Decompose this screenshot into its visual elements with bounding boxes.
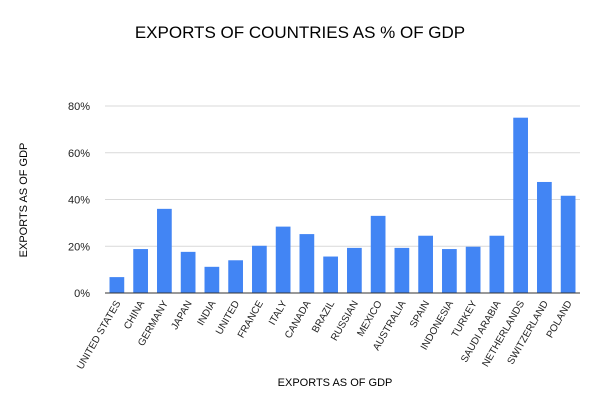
gridlines	[105, 105, 580, 247]
y-axis-label: EXPORTS AS OF GDP	[18, 143, 30, 258]
x-tick-label: JAPAN	[169, 299, 194, 332]
bar-italy	[275, 226, 291, 293]
bar-spain	[418, 235, 433, 293]
y-tick-label: 40%	[68, 195, 90, 207]
x-tick-label: INDIA	[196, 299, 219, 328]
y-axis-ticks: 0% 20% 40% 60% 80%	[68, 101, 90, 300]
bar-australia	[394, 247, 410, 293]
bar-china	[133, 249, 148, 293]
bar-switzerland	[537, 181, 552, 293]
bar-france	[252, 245, 267, 293]
chart-title: EXPORTS OF COUNTRIES AS % OF GDP	[135, 23, 465, 42]
x-axis-label: EXPORTS AS OF GDP	[278, 377, 393, 389]
y-tick-label: 20%	[68, 241, 90, 253]
y-tick-label: 80%	[68, 101, 90, 113]
x-tick-label: UNITED STATES	[75, 299, 123, 372]
bar-russian	[347, 247, 362, 293]
x-tick-label: CHINA	[122, 299, 147, 332]
bar-germany	[157, 208, 172, 293]
bar-brazil	[323, 256, 338, 293]
bar-canada	[299, 234, 315, 293]
bar-india	[204, 266, 220, 293]
bar-poland	[560, 195, 576, 293]
bar-united	[228, 260, 243, 293]
bar-united-states	[109, 277, 125, 293]
y-tick-label: 60%	[68, 148, 90, 160]
bar-mexico	[370, 215, 386, 293]
bars	[109, 117, 576, 293]
bar-japan	[180, 251, 196, 293]
bar-turkey	[465, 246, 481, 293]
bar-netherlands	[513, 117, 528, 293]
bar-saudi-arabia	[489, 235, 505, 293]
y-tick-label: 0%	[74, 288, 90, 300]
bar-indonesia	[442, 249, 457, 293]
x-tick-label: ITALY	[267, 299, 290, 328]
x-tick-label: SPAIN	[408, 299, 432, 330]
